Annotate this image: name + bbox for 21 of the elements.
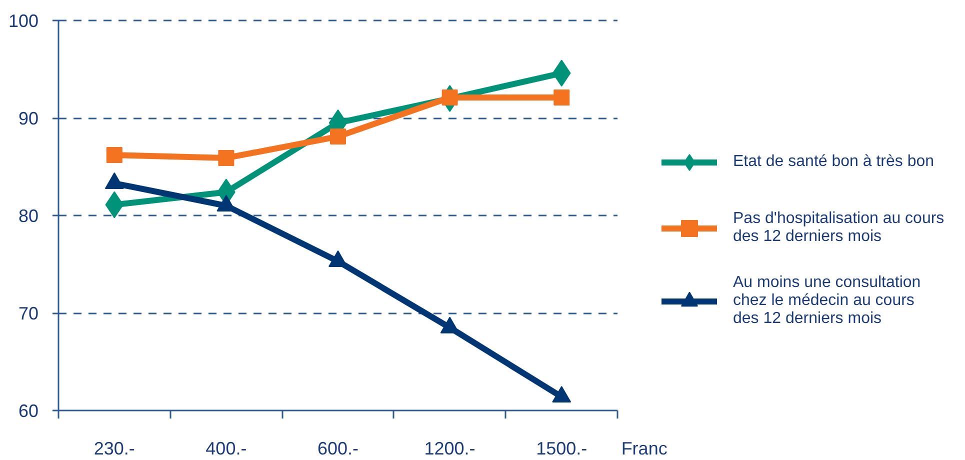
x-axis-title: Franc (621, 438, 668, 458)
legend-label: Au moins une consultation chez le médecin au cours des 12 derniers mois (733, 274, 921, 328)
point (552, 386, 572, 403)
point (218, 150, 234, 166)
point (106, 147, 122, 164)
point (440, 316, 460, 334)
x-tick-label: 600.- (317, 438, 359, 458)
legend-label: Etat de santé bon à très bon (733, 153, 934, 171)
y-tick-label: 70 (18, 304, 39, 324)
y-tick-label: 60 (18, 401, 39, 421)
x-tick-label: 230.- (94, 438, 135, 458)
x-tick-label: 400.- (206, 438, 247, 458)
y-tick-label: 100 (8, 11, 39, 31)
y-tick-label: 90 (18, 108, 39, 128)
x-tick-label: 1500.- (536, 438, 588, 458)
point (328, 250, 348, 268)
point (330, 128, 346, 145)
point (554, 90, 570, 106)
legend-label: Pas d'hospitalisation au cours des 12 derniers mois (733, 210, 944, 246)
y-tick-label: 80 (18, 206, 39, 226)
x-tick-label: 1200.- (424, 438, 476, 458)
